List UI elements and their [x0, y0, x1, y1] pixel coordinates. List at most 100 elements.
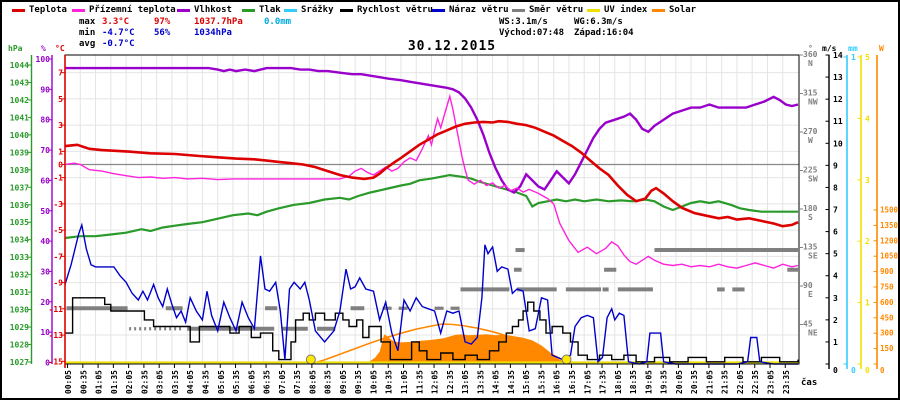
min-label: min: [79, 28, 96, 38]
rychlost-vetru-swatch-icon: [340, 8, 353, 12]
time-tick-label: 12:05: [431, 370, 440, 394]
legend-label: Náraz větru: [449, 5, 509, 15]
legend-label: Tlak: [259, 5, 281, 15]
humidity-line: [65, 66, 799, 194]
time-tick-label: 00:05: [64, 370, 73, 394]
axis-tick-label: 3: [865, 176, 870, 185]
legend-item-naraz-vetru: Náraz větru: [432, 5, 509, 15]
time-tick-label: 07:35: [293, 370, 302, 394]
time-tick-label: 15:35: [537, 370, 546, 394]
axis-tick-label: SW: [808, 174, 818, 183]
axis-tick-label: 1031: [10, 288, 29, 297]
time-tick-label: 02:05: [125, 370, 134, 394]
axis-tick-label: 5: [58, 95, 63, 104]
time-tick-label: 00:35: [79, 370, 88, 394]
prizemni-teplota-swatch-icon: [72, 8, 85, 12]
time-tick-label: 20:35: [690, 370, 699, 394]
axis-tick-label: SE: [808, 251, 818, 260]
time-tick-label: 21:05: [705, 370, 714, 394]
axis-tick-label: 11: [833, 117, 843, 126]
time-tick-label: 05:35: [232, 370, 241, 394]
time-tick-label: 07:05: [278, 370, 287, 394]
axis-tick-label: 150: [880, 344, 894, 353]
axis-tick-label: 1200: [880, 236, 899, 245]
axis-tick-label: 1034: [10, 236, 29, 245]
axis-tick-label: 1044: [10, 61, 29, 70]
axis-tick-label: 1500: [880, 205, 899, 214]
axis-tick-label: 1350: [880, 221, 899, 230]
precipitation-total: 0.0mm: [264, 17, 292, 27]
stats-row-min: min -4.7°C 56% 1034hPa: [79, 28, 399, 39]
humidity-axis-header: %: [41, 44, 46, 53]
time-tick-label: 10:35: [385, 370, 394, 394]
time-tick-label: 17:05: [583, 370, 592, 394]
wind-speed-line: [65, 297, 799, 363]
solar-axis-header: W: [879, 44, 884, 53]
axis-tick-label: 750: [880, 282, 894, 291]
axis-tick-label: 360: [803, 50, 818, 59]
stats-row-avg: avg -0.7°C: [79, 39, 399, 50]
axis-tick-label: 1038: [10, 166, 29, 175]
axis-tick-label: 4: [833, 272, 838, 281]
axis-tick-label: -9: [53, 279, 63, 288]
time-tick-label: 02:35: [140, 370, 149, 394]
axis-tick-label: 70: [40, 146, 50, 155]
axis-tick-label: -15: [49, 357, 64, 366]
solar-theoretical-line: [310, 323, 571, 365]
precip-axis-header: mm: [848, 44, 858, 53]
legend-item-vlhkost: Vlhkost: [177, 5, 232, 15]
time-tick-label: 21:35: [721, 370, 730, 394]
axis-tick-label: 1037: [10, 183, 29, 192]
axis-tick-label: 1: [865, 299, 870, 308]
axis-tick-label: 450: [880, 313, 894, 322]
time-tick-label: 17:35: [599, 370, 608, 394]
time-tick-label: 11:05: [400, 370, 409, 394]
axis-tick-label: 5: [833, 250, 838, 259]
legend-label: Teplota: [29, 5, 67, 15]
max-pressure: 1037.7hPa: [194, 17, 243, 27]
axis-tick-label: 0: [45, 359, 50, 368]
axis-tick-label: 1027: [10, 358, 29, 367]
axis-tick-label: 0: [851, 366, 856, 375]
axis-tick-label: 13: [833, 73, 843, 82]
stats-row-max: max 3.3°C 97% 1037.7hPa 0.0mm: [79, 17, 399, 28]
axis-tick-label: 3: [58, 121, 63, 130]
time-tick-label: 04:05: [186, 370, 195, 394]
time-tick-label: 14:05: [492, 370, 501, 394]
legend-label: Vlhkost: [194, 5, 232, 15]
srazky-swatch-icon: [284, 8, 297, 12]
time-tick-label: 23:35: [782, 370, 791, 394]
axis-tick-label: 0: [58, 161, 63, 170]
legend-item-srazky: Srážky: [284, 5, 334, 15]
axis-tick-label: 1036: [10, 201, 29, 210]
axis-tick-label: 1035: [10, 218, 29, 227]
legend-item-rychlost-vetru: Rychlost větru: [340, 5, 433, 15]
axis-tick-label: 1032: [10, 271, 29, 280]
time-tick-label: 06:35: [263, 370, 272, 394]
axis-tick-label: 1029: [10, 323, 29, 332]
time-tick-label: 14:35: [507, 370, 516, 394]
axis-tick-label: 300: [880, 329, 894, 338]
time-tick-label: 05:05: [217, 370, 226, 394]
legend-label: Solar: [669, 5, 697, 15]
axis-tick-label: 10: [833, 139, 843, 148]
legend-label: Rychlost větru: [357, 5, 433, 15]
vlhkost-swatch-icon: [177, 8, 190, 12]
axis-tick-label: 14: [833, 51, 843, 60]
time-tick-label: 15:05: [522, 370, 531, 394]
time-tick-label: 08:05: [308, 370, 317, 394]
axis-tick-label: 10: [40, 328, 50, 337]
time-tick-label: 20:05: [675, 370, 684, 394]
chart-date-title: 30.12.2015: [407, 39, 497, 54]
axis-tick-label: 2: [865, 237, 870, 246]
naraz-vetru-swatch-icon: [432, 8, 445, 12]
time-tick-label: 04:35: [201, 370, 210, 394]
solar-swatch-icon: [652, 8, 665, 12]
tlak-swatch-icon: [242, 8, 255, 12]
legend-item-smer-vetru: Směr větru: [512, 5, 583, 15]
axis-tick-label: E: [808, 290, 813, 299]
axis-tick-label: 1043: [10, 78, 29, 87]
axis-tick-label: 7: [58, 69, 63, 78]
time-tick-label: 23:05: [767, 370, 776, 394]
